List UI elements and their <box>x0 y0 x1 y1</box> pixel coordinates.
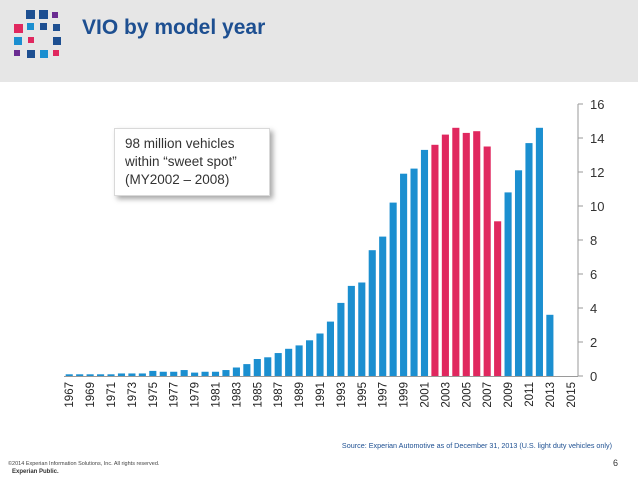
page-number: 6 <box>612 458 618 468</box>
x-tick-label: 2007 <box>482 382 494 408</box>
bar-1987 <box>274 353 282 376</box>
x-tick-label: 1987 <box>273 382 285 408</box>
callout-line: within “sweet spot” <box>125 154 237 169</box>
bar-2006 <box>473 131 481 376</box>
bar-2002 <box>431 144 439 376</box>
x-tick-label: 1997 <box>378 382 390 408</box>
x-tick-label: 1975 <box>148 382 160 408</box>
x-tick-label: 1983 <box>231 382 243 408</box>
bar-2001 <box>420 149 429 376</box>
x-tick-label: 2015 <box>566 382 578 408</box>
bar-1986 <box>264 357 272 376</box>
bar-1994 <box>347 285 355 376</box>
bar-1972 <box>117 373 126 376</box>
bar-2000 <box>410 168 418 376</box>
callout-line: (MY2002 – 2008) <box>125 172 230 187</box>
bar-1989 <box>295 345 303 376</box>
bar-1985 <box>253 359 261 376</box>
x-tick-label: 2009 <box>503 382 515 408</box>
header-band <box>0 0 638 82</box>
bar-1976 <box>159 371 167 376</box>
bar-1981 <box>211 371 220 376</box>
x-tick-label: 1989 <box>294 382 306 408</box>
bar-1995 <box>358 282 366 376</box>
x-tick-label: 2013 <box>545 382 557 408</box>
bar-1984 <box>243 364 251 376</box>
x-tick-label: 1967 <box>64 382 76 408</box>
bar-2008 <box>494 221 502 376</box>
y-tick-label: 14 <box>590 131 604 146</box>
y-tick-label: 4 <box>590 301 597 316</box>
bar-1977 <box>170 371 178 376</box>
bar-1998 <box>389 202 397 376</box>
bar-2007 <box>483 146 491 376</box>
copyright-text: ©2014 Experian Information Solutions, In… <box>8 461 160 467</box>
x-tick-label: 2003 <box>440 382 452 408</box>
x-tick-label: 1985 <box>252 382 264 408</box>
y-tick-label: 0 <box>590 369 597 384</box>
bar-1975 <box>149 370 157 376</box>
y-tick-label: 6 <box>590 267 597 282</box>
bar-1978 <box>180 370 188 376</box>
y-tick-label: 10 <box>590 199 604 214</box>
y-tick-label: 16 <box>590 97 604 112</box>
x-tick-label: 1971 <box>106 382 118 408</box>
classification-label: Experian Public. <box>12 469 59 475</box>
bar-2003 <box>441 134 449 376</box>
bar-1988 <box>285 348 293 376</box>
bar-2011 <box>525 143 533 376</box>
x-tick-label: 1973 <box>127 382 139 408</box>
bar-2010 <box>514 170 523 376</box>
bar-1979 <box>191 372 199 376</box>
x-tick-label: 1991 <box>315 382 327 408</box>
page-title: VIO by model year <box>82 16 266 39</box>
bar-1997 <box>379 236 387 376</box>
bar-1992 <box>326 321 335 376</box>
bar-1990 <box>305 340 314 376</box>
x-tick-label: 1999 <box>399 382 411 408</box>
y-tick-label: 12 <box>590 165 604 180</box>
callout-line: 98 million vehicles <box>125 136 235 151</box>
bar-1971 <box>107 374 115 376</box>
bar-2013 <box>546 314 554 376</box>
bar-2012 <box>535 127 543 376</box>
bar-2004 <box>452 127 460 376</box>
bar-1974 <box>138 373 146 376</box>
bar-1996 <box>368 250 376 376</box>
x-tick-label: 1977 <box>169 382 181 408</box>
bar-1999 <box>400 173 408 376</box>
bar-1970 <box>97 374 105 376</box>
bar-1983 <box>232 367 240 376</box>
x-tick-label: 1969 <box>85 382 97 408</box>
bar-1973 <box>128 373 136 376</box>
experian-logo-icon <box>14 10 61 58</box>
sweet-spot-callout: 98 million vehicles within “sweet spot” … <box>114 128 270 196</box>
x-tick-label: 2011 <box>524 382 536 407</box>
bar-1993 <box>337 302 345 376</box>
x-tick-label: 1995 <box>357 382 369 408</box>
bar-1967 <box>65 374 73 376</box>
x-tick-label: 1993 <box>336 382 348 408</box>
y-tick-label: 2 <box>590 335 597 350</box>
bar-1969 <box>86 374 94 376</box>
bar-1982 <box>222 370 230 376</box>
x-tick-label: 1979 <box>190 382 202 408</box>
x-tick-label: 2005 <box>461 382 473 408</box>
y-tick-label: 8 <box>590 233 597 248</box>
bar-1968 <box>76 374 84 376</box>
bar-1980 <box>201 371 209 376</box>
bar-1991 <box>316 333 324 376</box>
bar-2005 <box>462 132 470 376</box>
x-tick-label: 2001 <box>419 382 431 408</box>
bar-2009 <box>504 192 512 376</box>
source-note: Source: Experian Automotive as of Decemb… <box>341 441 612 450</box>
x-tick-label: 1981 <box>211 382 223 408</box>
